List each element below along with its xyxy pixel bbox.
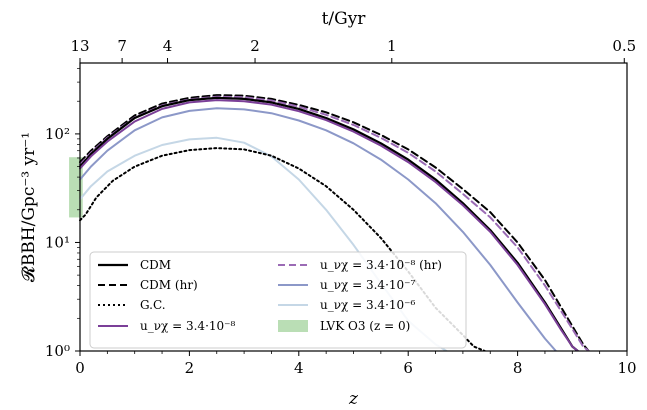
- legend: CDM CDM (hr) G.C. u_νχ = 3.4·10⁻⁸ u_νχ = 3.4…: [89, 251, 467, 349]
- x-tick-label: 6: [403, 359, 413, 377]
- legend-label: u_νχ = 3.4·10⁻⁸: [140, 319, 235, 333]
- ticks-layer: 0 2 4 6 8 10 10⁰ 10¹ 10² 13 7 4 2 1 0.5: [45, 37, 637, 377]
- legend-label: u_νχ = 3.4·10⁻⁶: [320, 298, 415, 312]
- x-tick-label: 2: [185, 359, 195, 377]
- series-line-0: [78, 96, 579, 351]
- top-tick-label: 2: [250, 37, 260, 55]
- legend-label: u_νχ = 3.4·10⁻⁷: [320, 278, 415, 292]
- x-tick-label: 0: [75, 359, 85, 377]
- x-tick-label: 10: [617, 359, 636, 377]
- top-tick-label: 4: [163, 37, 173, 55]
- legend-label: CDM (hr): [140, 278, 198, 292]
- x-tick-label: 8: [513, 359, 523, 377]
- y-axis-title: 𝓡BBH/Gpc⁻³ yr⁻¹: [19, 132, 39, 282]
- lvk-band: [69, 157, 83, 218]
- x-axis-title: z: [348, 389, 359, 409]
- top-axis-title: t/Gyr: [322, 9, 367, 29]
- y-tick-label: 10²: [45, 125, 70, 143]
- top-tick-label: 1: [387, 37, 397, 55]
- series-line-3: [79, 99, 579, 351]
- top-tick-label: 7: [117, 37, 127, 55]
- y-tick-label: 10¹: [45, 233, 70, 251]
- x-tick-label: 4: [294, 359, 304, 377]
- top-tick-label: 13: [70, 37, 89, 55]
- y-tick-label: 10⁰: [45, 342, 70, 360]
- series-line-5: [79, 107, 557, 351]
- legend-label: u_νχ = 3.4·10⁻⁸ (hr): [320, 258, 442, 272]
- top-tick-label: 0.5: [612, 37, 636, 55]
- bands-layer: [69, 157, 83, 218]
- legend-label: CDM: [140, 258, 171, 272]
- legend-label: G.C.: [140, 298, 166, 312]
- legend-label: LVK O3 (z = 0): [320, 319, 410, 333]
